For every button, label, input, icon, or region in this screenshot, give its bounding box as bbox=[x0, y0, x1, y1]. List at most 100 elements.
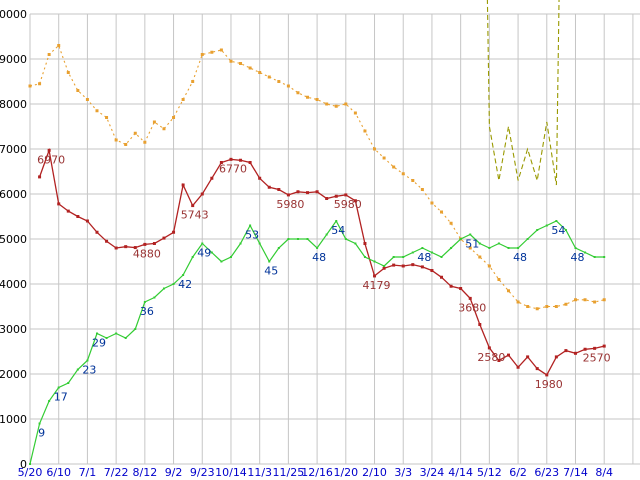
series-red-marker bbox=[95, 230, 99, 234]
series-orange-marker bbox=[239, 62, 243, 65]
series-green-marker bbox=[373, 260, 376, 263]
series-red-marker bbox=[143, 242, 147, 246]
y-axis-tick-label: 7000 bbox=[0, 143, 27, 156]
series-orange-marker bbox=[497, 278, 501, 281]
series-green-marker bbox=[354, 242, 357, 245]
y-axis-tick-label: 1000 bbox=[0, 413, 27, 426]
series-red-path bbox=[38, 147, 605, 376]
series-orange-marker bbox=[296, 91, 300, 95]
series-green-marker bbox=[325, 233, 328, 236]
series-orange-marker bbox=[306, 95, 310, 99]
series-red-marker bbox=[526, 355, 530, 359]
series-green-marker bbox=[584, 251, 587, 254]
annotation-label: 36 bbox=[140, 305, 154, 318]
series-orange-marker bbox=[277, 80, 281, 83]
series-green-marker bbox=[57, 386, 60, 389]
series-red-marker bbox=[468, 296, 472, 300]
series-green-marker bbox=[134, 328, 137, 330]
series-green-marker bbox=[555, 220, 558, 222]
series-orange-marker bbox=[114, 138, 118, 142]
x-axis-tick-label: 9/23 bbox=[190, 466, 215, 479]
series-orange-marker bbox=[487, 264, 491, 268]
series-green-marker bbox=[153, 296, 156, 299]
series-red-marker bbox=[478, 323, 482, 326]
series-red-marker bbox=[507, 353, 510, 357]
series-green-marker bbox=[182, 274, 185, 276]
annotation-label: 29 bbox=[92, 337, 106, 350]
annotation-label: 42 bbox=[178, 278, 192, 291]
y-axis-tick-label: 10000 bbox=[0, 8, 27, 21]
series-green-marker bbox=[95, 332, 98, 335]
annotation-label: 6770 bbox=[219, 162, 247, 175]
series-orange-marker bbox=[526, 305, 530, 308]
series-orange-marker bbox=[267, 75, 271, 79]
annotation-label: 54 bbox=[551, 224, 565, 237]
series-red-marker bbox=[191, 204, 195, 208]
series-red-marker bbox=[124, 245, 128, 249]
series-red-marker bbox=[583, 347, 587, 351]
series-orange-marker bbox=[401, 172, 405, 176]
series-orange-marker bbox=[468, 246, 472, 250]
series-red-marker bbox=[85, 219, 89, 223]
series-red-marker bbox=[162, 236, 166, 240]
series-green-marker bbox=[411, 251, 414, 254]
series-orange-marker bbox=[76, 89, 80, 92]
x-axis-tick-label: 4/14 bbox=[448, 466, 473, 479]
x-axis-tick-label: 3/3 bbox=[394, 466, 412, 479]
series-red-marker bbox=[210, 176, 214, 180]
series-orange-marker bbox=[602, 298, 606, 302]
series-green-marker bbox=[76, 368, 79, 371]
x-axis-tick-label: 8/4 bbox=[595, 466, 613, 479]
series-red-marker bbox=[564, 349, 568, 353]
series-orange-marker bbox=[229, 59, 233, 63]
series-green-marker bbox=[430, 251, 433, 254]
series-green-marker bbox=[316, 247, 319, 249]
series-green-marker bbox=[143, 301, 146, 303]
x-axis-tick-label: 5/12 bbox=[477, 466, 502, 479]
series-red-marker bbox=[172, 230, 176, 234]
x-axis-tick-label: 8/12 bbox=[132, 466, 157, 479]
annotation-label: 54 bbox=[331, 224, 345, 237]
series-orange-marker bbox=[430, 201, 434, 205]
series-orange-marker bbox=[373, 147, 377, 151]
series-green-marker bbox=[306, 238, 309, 240]
annotation-label: 9 bbox=[38, 427, 45, 440]
series-red-marker bbox=[430, 269, 434, 272]
series-red-marker bbox=[516, 365, 520, 369]
series-red-marker bbox=[267, 185, 271, 189]
series-orange-marker bbox=[57, 44, 61, 47]
series-green-marker bbox=[162, 287, 165, 290]
annotation-label: 53 bbox=[245, 229, 259, 242]
annotation-label: 48 bbox=[570, 251, 584, 264]
x-axis-tick-label: 7/14 bbox=[563, 466, 588, 479]
annotation-label: 23 bbox=[82, 364, 96, 377]
annotation-label: 5743 bbox=[181, 209, 209, 222]
series-green-marker bbox=[564, 229, 567, 231]
series-green-marker bbox=[402, 256, 405, 258]
annotation-label: 49 bbox=[197, 247, 211, 260]
series-red-marker bbox=[497, 359, 501, 362]
series-orange-marker bbox=[47, 53, 51, 56]
series-orange-marker bbox=[573, 298, 577, 302]
series-orange-marker bbox=[545, 305, 549, 308]
annotation-label: 17 bbox=[54, 391, 68, 404]
annotation-label: 5980 bbox=[276, 198, 304, 211]
annotation-label: 3680 bbox=[458, 301, 486, 314]
annotation-label: 51 bbox=[465, 238, 479, 251]
series-green-marker bbox=[450, 247, 453, 249]
series-olive-path bbox=[486, 0, 560, 186]
series-red-marker bbox=[535, 367, 539, 371]
series-red-marker bbox=[152, 242, 156, 245]
series-green-marker bbox=[172, 283, 175, 285]
series-orange-marker bbox=[440, 210, 444, 214]
series-green-marker bbox=[229, 256, 232, 258]
x-axis-tick-label: 12/16 bbox=[301, 466, 333, 479]
series-red-marker bbox=[296, 190, 300, 194]
y-axis-tick-label: 8000 bbox=[0, 98, 27, 111]
series-green-marker bbox=[67, 382, 70, 384]
series-red-marker bbox=[344, 193, 348, 197]
y-axis-tick-label: 3000 bbox=[0, 323, 27, 336]
y-axis-tick-label: 2000 bbox=[0, 368, 27, 381]
